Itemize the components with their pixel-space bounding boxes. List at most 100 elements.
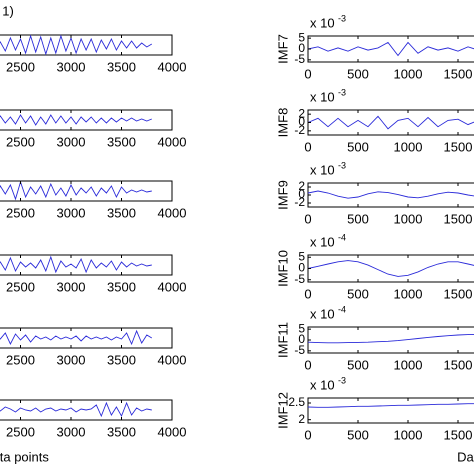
x-tick-label: 500 <box>347 139 369 154</box>
signal-line <box>307 41 474 57</box>
y-tick-label: 0 <box>298 261 305 275</box>
x-tick-label: 0 <box>304 427 311 442</box>
scale-label: x 10 <box>310 15 335 30</box>
x-tick-label: 1500 <box>444 357 473 372</box>
x-axis-label: Data points <box>457 449 474 464</box>
x-tick-label: 2500 <box>6 424 35 439</box>
x-tick-label: 0 <box>304 66 311 81</box>
axes-box <box>0 180 173 202</box>
x-tick-label: 0 <box>304 211 311 226</box>
x-tick-label: 0 <box>304 357 311 372</box>
signal-line <box>307 190 474 199</box>
x-tick-label: 1000 <box>394 211 423 226</box>
x-tick-label: 3000 <box>57 424 86 439</box>
x-tick-label: 4000 <box>158 205 187 220</box>
x-tick-label: 2500 <box>6 59 35 74</box>
x-tick-label: 3000 <box>57 59 86 74</box>
x-tick-label: 3500 <box>107 352 136 367</box>
x-tick-label: 500 <box>347 66 369 81</box>
x-tick-label: 3500 <box>107 59 136 74</box>
signal-line <box>307 115 474 130</box>
axes-box <box>307 397 474 424</box>
y-tick-label: 2.5 <box>288 395 305 409</box>
y-tick-label: -2 <box>294 195 305 209</box>
signal-line <box>0 401 152 418</box>
x-tick-label: 3500 <box>107 424 136 439</box>
y-tick-label: 5 <box>298 249 305 263</box>
scale-exponent: -3 <box>338 87 346 97</box>
x-tick-label: 1000 <box>394 357 423 372</box>
signal-line <box>307 334 474 344</box>
y-tick-label: -5 <box>294 343 305 357</box>
y-axis-label: IMF7 <box>275 34 290 64</box>
x-tick-label: 1500 <box>444 286 473 301</box>
axes-box <box>0 327 173 349</box>
scale-exponent: -3 <box>338 375 346 385</box>
y-tick-label: -2 <box>294 123 305 137</box>
y-tick-label: 5 <box>298 30 305 44</box>
y-tick-label: 2 <box>298 106 305 120</box>
x-tick-label: 3000 <box>57 134 86 149</box>
y-tick-label: 0 <box>298 115 305 129</box>
x-tick-label: 3000 <box>57 279 86 294</box>
signal-line <box>307 403 474 408</box>
axes-box <box>307 326 474 354</box>
y-tick-label: 0 <box>298 41 305 55</box>
x-tick-label: 500 <box>347 286 369 301</box>
scale-exponent: -3 <box>338 13 346 23</box>
y-tick-label: -5 <box>294 52 305 66</box>
y-tick-label: 5 <box>298 321 305 335</box>
y-axis-label: IMF10 <box>275 250 290 287</box>
x-tick-label: 4000 <box>158 59 187 74</box>
y-axis-label: IMF9 <box>275 180 290 210</box>
y-tick-label: -5 <box>294 272 305 286</box>
x-tick-label: 2500 <box>6 352 35 367</box>
x-tick-label: 1000 <box>394 427 423 442</box>
x-tick-label: 4000 <box>158 424 187 439</box>
signal-line <box>0 255 152 274</box>
x-tick-label: 3000 <box>57 205 86 220</box>
signal-line <box>307 260 474 277</box>
signal-line <box>0 114 152 126</box>
x-tick-label: 1500 <box>444 66 473 81</box>
x-tick-label: 500 <box>347 427 369 442</box>
y-axis-label: IMF11 <box>275 322 290 358</box>
y-tick-label: 0 <box>298 332 305 346</box>
scale-label: x 10 <box>310 234 335 249</box>
x-tick-label: 500 <box>347 211 369 226</box>
x-tick-label: 3500 <box>107 279 136 294</box>
scale-label: x 10 <box>310 89 335 104</box>
signal-line <box>0 34 153 56</box>
x-tick-label: 1500 <box>444 427 473 442</box>
x-tick-label: 1000 <box>394 66 423 81</box>
x-tick-label: 500 <box>347 357 369 372</box>
x-tick-label: 1500 <box>444 139 473 154</box>
y-axis-label: IMF12 <box>275 392 290 429</box>
chart-title: 1) <box>2 3 14 18</box>
x-tick-label: 1000 <box>394 139 423 154</box>
x-tick-label: 1500 <box>444 211 473 226</box>
x-tick-label: 0 <box>304 286 311 301</box>
scale-label: x 10 <box>310 377 335 392</box>
signal-line <box>0 329 153 346</box>
axes-box <box>307 35 474 63</box>
scale-exponent: -4 <box>338 304 346 314</box>
scale-label: x 10 <box>310 162 335 177</box>
x-axis-label: Data points <box>0 449 49 464</box>
x-tick-label: 4000 <box>158 279 187 294</box>
x-tick-label: 4000 <box>158 134 187 149</box>
x-tick-label: 2500 <box>6 279 35 294</box>
signal-line <box>0 180 152 201</box>
scale-label: x 10 <box>310 306 335 321</box>
scale-exponent: -3 <box>338 160 346 170</box>
y-tick-label: 2 <box>298 179 305 193</box>
axes-box <box>0 109 173 131</box>
x-tick-label: 3500 <box>107 134 136 149</box>
y-tick-label: 2 <box>298 412 305 426</box>
x-tick-label: 3500 <box>107 205 136 220</box>
x-tick-label: 4000 <box>158 352 187 367</box>
axes-box <box>307 254 474 283</box>
x-tick-label: 1000 <box>394 286 423 301</box>
x-tick-label: 0 <box>304 139 311 154</box>
